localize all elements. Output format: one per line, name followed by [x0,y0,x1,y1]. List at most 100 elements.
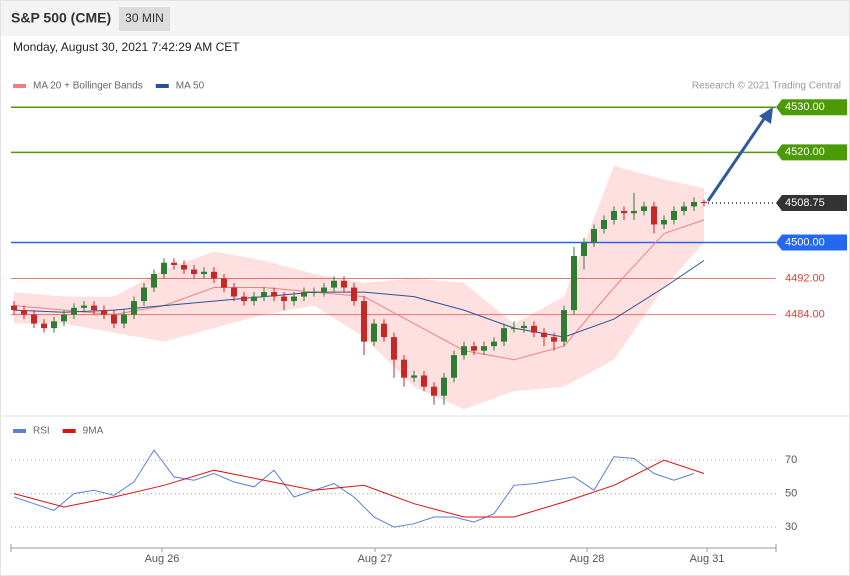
level-tag [776,195,847,212]
candle-body [321,287,327,293]
forecast-arrow [706,115,768,202]
legend-label: RSI [33,426,50,437]
candle-body [411,375,417,378]
candle-body [141,287,147,302]
candle-body [541,332,547,338]
legend-label: 9MA [83,426,104,437]
candle-body [301,292,307,297]
candle-body [351,287,357,302]
candle-body [441,377,447,396]
candle-body [251,296,257,302]
candle-body [81,305,87,308]
candle-body [71,307,77,315]
candle-body [51,321,57,329]
candle-body [671,210,677,220]
candle-body [291,296,297,302]
candle-body [421,375,427,387]
legend-label: MA 20 + Bollinger Bands [33,81,143,92]
candle-body [181,265,187,270]
candle-body [381,323,387,338]
candle-body [531,325,537,333]
timeframe-badge [119,7,170,31]
candle-body [191,269,197,275]
candle-body [231,287,237,297]
level-label: 4500.00 [785,236,825,248]
level-label: 4484.00 [785,308,825,320]
candle-body [221,278,227,288]
legend-swatch [155,84,169,88]
candle-body [691,201,697,207]
candle-body [471,346,477,351]
candle-body [11,305,17,311]
candle-body [601,219,607,229]
candle-body [201,271,207,275]
candle-body [61,314,67,322]
candle-body [211,271,217,279]
candle-body [281,296,287,302]
candle-body [161,262,167,275]
layers: 4530.00 4520.00 4508.75 4500.00 4492.00 4484.… [10,81,847,565]
candle-body [551,337,557,342]
candle-body [101,310,107,315]
timeframe: 30 MIN [125,11,164,25]
candle-body [591,228,597,243]
legend-swatch [13,84,26,88]
title: S&P 500 (CME) [11,10,111,26]
candle-body [31,314,37,324]
candle-body [341,280,347,288]
date: Monday, August 30, 2021 7:42:29 AM CET [13,40,240,54]
candle-body [331,280,337,288]
series-line [13,260,705,338]
candle-body [431,386,437,396]
y-tick-label: 70 [785,454,797,466]
candle-body [361,301,367,342]
candle-body [41,323,47,329]
candle-body [451,355,457,378]
candle-body [481,346,487,351]
candle-body [491,341,497,347]
legend-label: MA 50 [176,81,205,92]
candle-body [521,325,527,329]
level-label: 4492.00 [785,272,825,284]
candle-body [501,328,507,342]
candle-body [681,206,687,211]
level-tag [776,234,847,251]
bollinger-band [14,165,704,410]
candle-body [111,314,117,324]
candle-body [701,201,707,204]
candle-body [621,210,627,214]
candle-body [651,206,657,225]
level-label: 4530.00 [785,101,825,113]
candle-body [311,292,317,294]
candle-body [641,206,647,211]
candle-body [151,274,157,288]
y-tick-label: 50 [785,488,797,500]
series-line [13,449,695,528]
level-tag [776,99,847,116]
candle-body [241,296,247,302]
candle-body [571,256,577,311]
level-label: 4520.00 [785,146,825,158]
x-tick-label: Aug 27 [358,553,393,565]
level-label: 4508.75 [785,197,825,209]
candle-body [631,210,637,214]
candle-body [371,323,377,342]
y-tick-label: 30 [785,521,797,533]
legend-swatch [13,429,26,433]
candle-body [21,310,27,315]
candle-body [561,310,567,342]
level-tag [776,144,847,161]
candle-body [401,359,407,378]
candle-body [131,301,137,315]
candle-body [91,305,97,311]
x-tick-label: Aug 31 [690,553,725,565]
series-line [13,459,705,518]
candle-body [391,337,397,360]
legend-swatch [62,429,76,433]
candle-body [661,219,667,225]
candle-body [461,346,467,356]
candle-body [261,292,267,297]
x-tick-label: Aug 28 [570,553,605,565]
